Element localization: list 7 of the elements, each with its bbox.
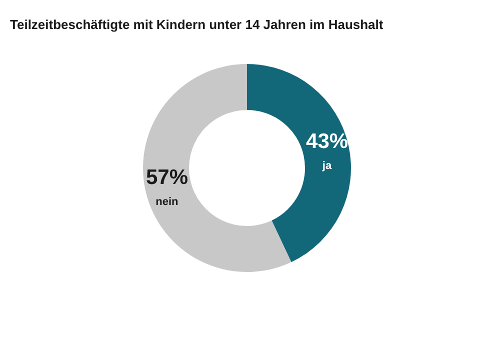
chart-title: Teilzeitbeschäftigte mit Kindern unter 14 Jahren im Haushalt — [10, 17, 384, 32]
slice-label: ja — [321, 160, 332, 172]
data-label: 57% — [146, 166, 188, 189]
data-label: 43% — [306, 130, 348, 154]
slice-label: nein — [156, 196, 179, 208]
donut-slice — [247, 64, 351, 262]
donut-slice — [143, 64, 292, 272]
